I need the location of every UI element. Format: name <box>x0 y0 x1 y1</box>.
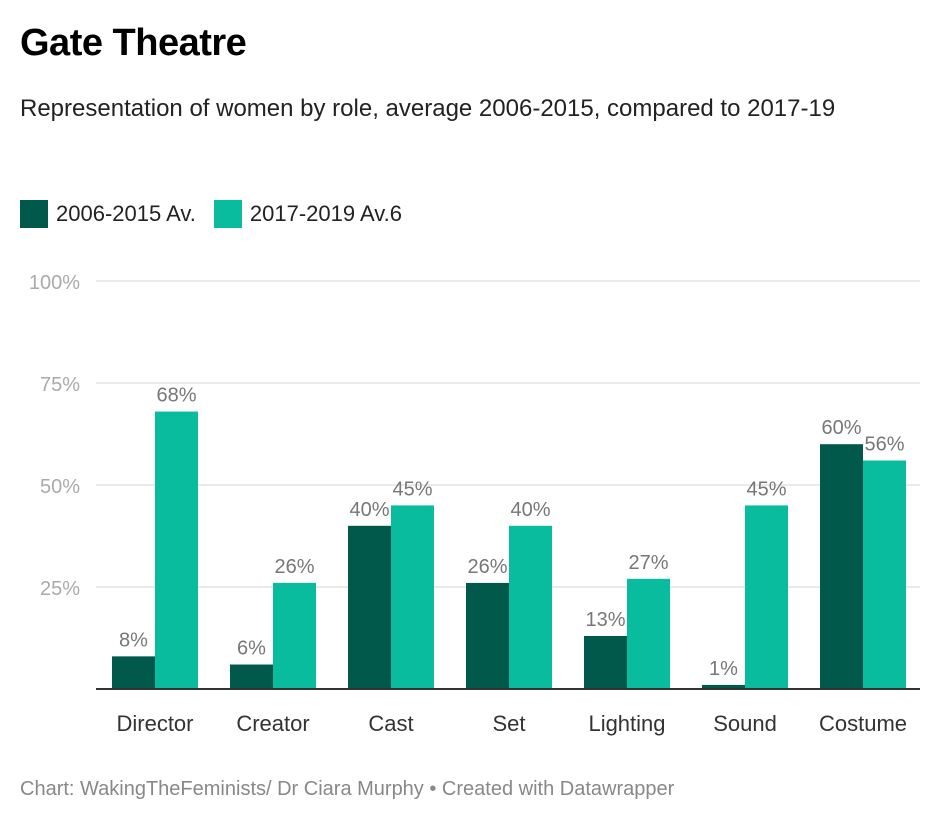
bar-cast-series-1 <box>348 525 391 689</box>
x-tick-label: Director <box>116 711 193 736</box>
bar-lighting-series-1 <box>584 635 627 689</box>
x-tick-label: Costume <box>819 711 907 736</box>
bar-set-series-2 <box>509 525 552 689</box>
legend: 2006-2015 Av. 2017-2019 Av.6 <box>20 200 402 228</box>
bar-costume-series-2 <box>863 460 906 689</box>
data-label: 8% <box>119 629 148 651</box>
bar-sound-series-1 <box>702 684 745 689</box>
legend-swatch <box>213 200 242 228</box>
bar-director-series-1 <box>112 656 155 689</box>
data-label: 13% <box>585 609 625 631</box>
x-tick-label: Creator <box>236 711 309 736</box>
data-label: 26% <box>467 556 507 578</box>
bar-creator-series-2 <box>273 582 316 689</box>
data-label: 26% <box>274 556 314 578</box>
data-label: 6% <box>237 638 266 660</box>
bar-sound-series-2 <box>745 505 788 689</box>
y-tick-label: 25% <box>40 578 80 600</box>
data-label: 60% <box>821 417 861 439</box>
x-tick-label: Sound <box>713 711 777 736</box>
x-tick-label: Cast <box>368 711 413 736</box>
data-label: 27% <box>628 552 668 574</box>
bar-creator-series-1 <box>230 664 273 689</box>
data-label: 68% <box>156 385 196 407</box>
y-tick-label: 75% <box>40 374 80 396</box>
data-label: 40% <box>349 499 389 521</box>
data-label: 40% <box>510 499 550 521</box>
legend-swatch <box>20 200 48 228</box>
y-tick-label: 50% <box>40 476 80 498</box>
chart-footer: Chart: WakingTheFeminists/ Dr Ciara Murp… <box>20 778 675 800</box>
legend-label: 2017-2019 Av.6 <box>249 201 402 226</box>
x-tick-label: Set <box>492 711 525 736</box>
legend-item-series-2: 2017-2019 Av.6 <box>213 200 402 228</box>
chart-subtitle: Representation of women by role, average… <box>20 95 836 122</box>
y-tick-label: 100% <box>29 272 80 294</box>
bar-cast-series-2 <box>391 505 434 689</box>
legend-item-series-1: 2006-2015 Av. <box>20 200 196 228</box>
x-tick-label: Lighting <box>588 711 665 736</box>
data-label: 1% <box>709 658 738 680</box>
data-label: 45% <box>746 478 786 500</box>
legend-label: 2006-2015 Av. <box>56 201 196 226</box>
bar-costume-series-1 <box>820 444 863 689</box>
bar-director-series-2 <box>155 411 198 689</box>
chart-title: Gate Theatre <box>20 22 247 64</box>
bar-set-series-1 <box>466 582 509 689</box>
bar-lighting-series-2 <box>627 578 670 689</box>
data-label: 45% <box>392 478 432 500</box>
data-label: 56% <box>864 434 904 456</box>
